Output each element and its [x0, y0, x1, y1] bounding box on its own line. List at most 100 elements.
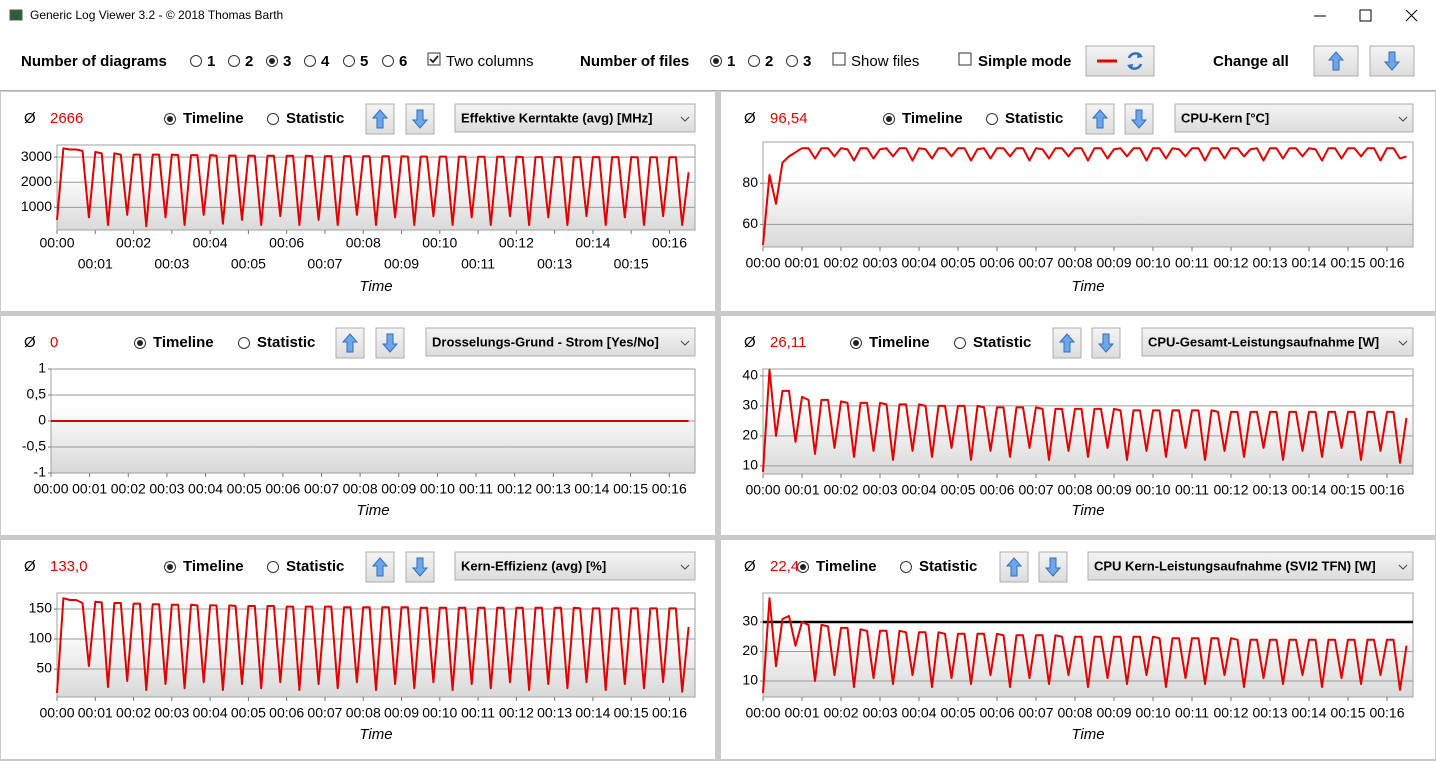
y-tick-label: 30 [742, 397, 758, 413]
x-tick-label: 00:02 [111, 481, 146, 497]
radio-button[interactable] [267, 561, 279, 573]
arrow-icon [371, 557, 389, 577]
x-tick-label: 00:02 [823, 482, 858, 498]
radio-dot [886, 116, 892, 122]
x-tick-label: 00:11 [461, 256, 495, 272]
y-tick-label: 2000 [21, 173, 52, 189]
x-tick-label: 00:10 [422, 235, 457, 251]
y-tick-label: 1000 [21, 198, 52, 214]
check-mark [429, 55, 439, 64]
x-tick-label: 00:06 [979, 705, 1014, 721]
diagram-option: 5 [360, 53, 368, 70]
arrow-icon [1097, 333, 1115, 353]
x-tick-label: 00:01 [72, 481, 107, 497]
arrow-icon [411, 557, 429, 577]
x-tick-label: 00:08 [343, 481, 378, 497]
avg-value: 26,11 [770, 334, 806, 351]
arrow-icon [381, 333, 399, 353]
signal-dropdown[interactable] [1087, 551, 1414, 581]
x-tick-label: 00:05 [231, 705, 266, 721]
radio-button[interactable] [267, 113, 279, 125]
x-tick-label: 00:14 [1291, 705, 1326, 721]
x-axis-label: Time [1071, 278, 1104, 295]
x-tick-label: 00:05 [940, 482, 975, 498]
radio-button[interactable] [900, 561, 912, 573]
avg-value: 2666 [50, 110, 83, 127]
x-tick-label: 00:10 [1135, 255, 1170, 271]
x-tick-label: 00:02 [116, 705, 151, 721]
close-button[interactable] [1405, 9, 1418, 22]
x-tick-label: 00:11 [1175, 255, 1209, 271]
y-tick-label: 20 [742, 642, 758, 658]
signal-dropdown[interactable] [454, 103, 696, 133]
y-tick-label: 10 [742, 457, 758, 473]
x-tick-label: 00:07 [307, 256, 342, 272]
x-tick-label: 00:08 [346, 235, 381, 251]
window-title: Generic Log Viewer 3.2 - © 2018 Thomas B… [30, 8, 283, 22]
dropdown-chevron [680, 564, 690, 570]
view-option: Statistic [1005, 110, 1063, 127]
dropdown-chevron [680, 340, 690, 346]
x-tick-label: 00:04 [901, 255, 936, 271]
file-option: 2 [765, 53, 773, 70]
view-option: Statistic [919, 558, 977, 575]
file-option: 3 [803, 53, 811, 70]
checkbox[interactable] [958, 52, 972, 66]
radio-button[interactable] [228, 55, 240, 67]
y-tick-label: 30 [742, 613, 758, 629]
radio-button[interactable] [986, 113, 998, 125]
signal-dropdown[interactable] [425, 327, 696, 357]
avg-symbol: Ø [744, 110, 756, 127]
signal-dropdown[interactable] [454, 551, 696, 581]
radio-button[interactable] [190, 55, 202, 67]
x-tick-label: 00:13 [536, 481, 571, 497]
x-tick-label: 00:05 [231, 256, 266, 272]
checkbox-label: Show files [851, 53, 919, 70]
y-tick-label: -1 [34, 464, 47, 480]
y-tick-label: 100 [29, 630, 53, 646]
radio-button[interactable] [304, 55, 316, 67]
data-line [762, 597, 1408, 693]
radio-button[interactable] [748, 55, 760, 67]
radio-dot [167, 564, 173, 570]
x-tick-label: 00:16 [652, 481, 687, 497]
arrow-icon [1327, 51, 1345, 71]
x-axis-label: Time [1071, 502, 1104, 519]
x-tick-label: 00:06 [979, 255, 1014, 271]
x-tick-label: 00:01 [78, 705, 113, 721]
y-tick-label: 80 [742, 174, 758, 190]
x-tick-label: 00:01 [784, 705, 819, 721]
x-tick-label: 00:09 [1096, 482, 1131, 498]
x-tick-label: 00:15 [614, 705, 649, 721]
down-button[interactable] [1091, 327, 1121, 359]
data-line [762, 147, 1407, 245]
x-tick-label: 00:15 [1330, 482, 1365, 498]
radio-dot [167, 116, 173, 122]
signal-dropdown[interactable] [1174, 103, 1414, 133]
color-refresh-button[interactable] [1085, 45, 1155, 77]
y-tick-label: 40 [742, 367, 758, 383]
radio-button[interactable] [343, 55, 355, 67]
x-tick-label: 00:03 [862, 482, 897, 498]
x-tick-label: 00:13 [537, 705, 572, 721]
x-axis-label: Time [356, 502, 389, 519]
signal-name: Drosselungs-Grund - Strom [Yes/No] [432, 334, 659, 349]
checkbox[interactable] [832, 52, 846, 66]
radio-button[interactable] [382, 55, 394, 67]
x-tick-label: 00:09 [1096, 705, 1131, 721]
radio-button[interactable] [786, 55, 798, 67]
signal-dropdown[interactable] [1141, 327, 1414, 357]
x-tick-label: 00:10 [422, 705, 457, 721]
radio-button[interactable] [954, 337, 966, 349]
arrow-icon [1005, 557, 1023, 577]
avg-value: 133,0 [50, 558, 88, 575]
x-tick-label: 00:05 [940, 705, 975, 721]
avg-value: 0 [50, 334, 58, 351]
up-button[interactable] [365, 551, 395, 583]
checkbox[interactable] [427, 52, 441, 66]
view-option: Timeline [183, 558, 244, 575]
diagram-option: 4 [321, 53, 330, 70]
radio-button[interactable] [238, 337, 250, 349]
diagram-option: 3 [283, 53, 291, 70]
maximize-button[interactable] [1359, 9, 1372, 22]
